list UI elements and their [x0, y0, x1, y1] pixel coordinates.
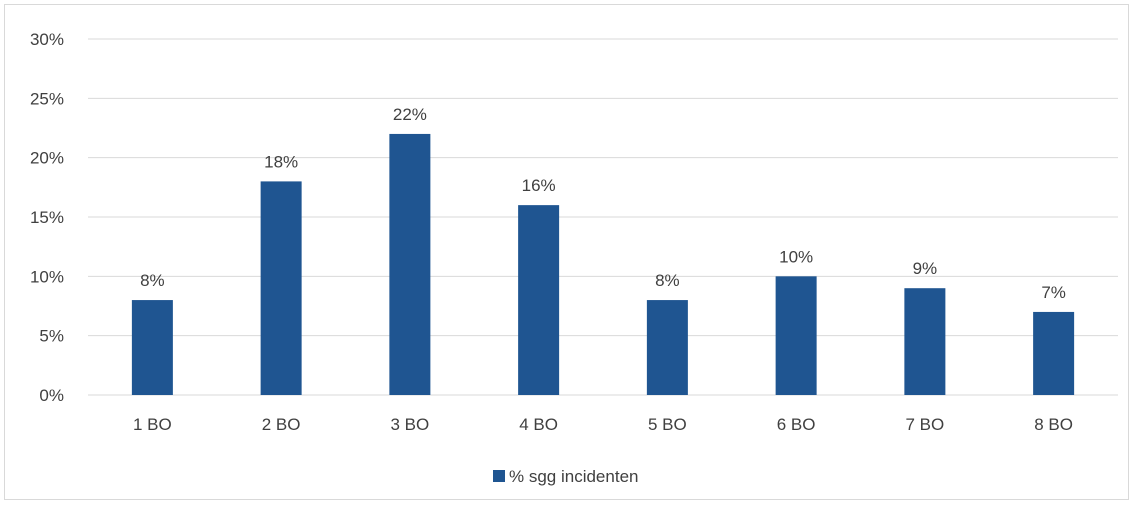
bar	[904, 288, 946, 395]
y-tick-label: 30%	[30, 30, 64, 49]
bar	[389, 133, 431, 395]
y-tick-label: 25%	[30, 89, 64, 108]
y-tick-label: 15%	[30, 208, 64, 227]
legend-swatch-sgg-incidenten	[493, 470, 505, 482]
y-tick-label: 20%	[30, 149, 64, 168]
bar	[1033, 311, 1075, 395]
x-tick-label: 4 BO	[519, 415, 558, 434]
x-tick-label: 7 BO	[906, 415, 945, 434]
x-tick-label: 5 BO	[648, 415, 687, 434]
y-tick-label: 5%	[39, 327, 64, 346]
data-label: 7%	[1041, 283, 1066, 302]
bar	[646, 300, 688, 395]
y-axis-ticks: 0% 5% 10% 15% 20% 25% 30%	[30, 30, 64, 405]
data-label: 10%	[779, 247, 813, 266]
bar	[260, 181, 302, 395]
bar	[775, 276, 817, 395]
legend-label-sgg-incidenten: % sgg incidenten	[509, 467, 638, 486]
bar	[131, 300, 173, 395]
data-label: 18%	[264, 152, 298, 171]
x-tick-label: 2 BO	[262, 415, 301, 434]
data-label: 9%	[913, 259, 938, 278]
x-tick-label: 3 BO	[391, 415, 430, 434]
data-label: 8%	[655, 271, 680, 290]
y-tick-label: 0%	[39, 386, 64, 405]
data-label: 16%	[522, 176, 556, 195]
bars	[131, 133, 1075, 395]
chart-area	[4, 4, 1129, 500]
gridlines	[88, 38, 1118, 396]
data-labels: 8% 18% 22% 16% 8% 10% 9% 7%	[140, 105, 1066, 302]
bar	[518, 205, 560, 395]
legend: % sgg incidenten	[493, 467, 638, 486]
x-axis-ticks: 1 BO 2 BO 3 BO 4 BO 5 BO 6 BO 7 BO 8 BO	[133, 415, 1073, 434]
data-label: 8%	[140, 271, 165, 290]
x-tick-label: 1 BO	[133, 415, 172, 434]
x-tick-label: 6 BO	[777, 415, 816, 434]
x-tick-label: 8 BO	[1034, 415, 1073, 434]
y-tick-label: 10%	[30, 267, 64, 286]
data-label: 22%	[393, 105, 427, 124]
